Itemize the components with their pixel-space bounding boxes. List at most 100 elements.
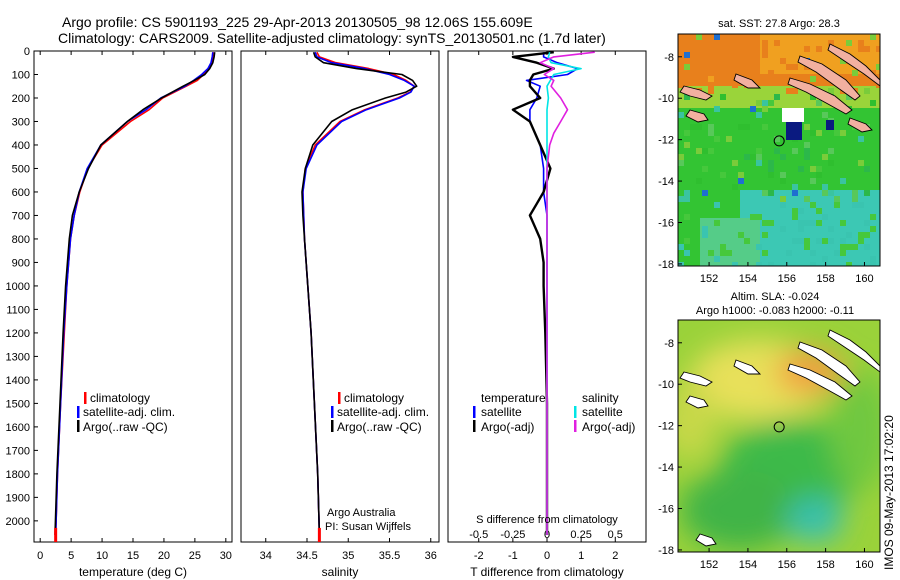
sst-pixel xyxy=(798,226,804,232)
island-rossel xyxy=(733,73,762,89)
sst-pixel xyxy=(696,124,702,130)
legend-label-satellite: satellite-adj. clim. xyxy=(337,405,429,419)
island-new-guinea-tip xyxy=(679,371,713,387)
sst-pixel xyxy=(738,232,744,238)
difference-series-line xyxy=(539,51,595,535)
sst-pixel xyxy=(696,148,702,154)
sst-pixel xyxy=(810,250,816,256)
map-lat-tick-label: -10 xyxy=(658,93,674,105)
sst-pixel xyxy=(870,226,876,232)
sst-pixel xyxy=(780,172,786,178)
sst-pixel xyxy=(810,262,816,266)
sst-pixel xyxy=(852,70,858,76)
sst-pixel xyxy=(708,88,714,94)
map-lon-tick-label: 160 xyxy=(855,273,873,285)
depth-tick-label: 2000 xyxy=(6,516,30,528)
map-lon-tick-label: 154 xyxy=(739,559,757,571)
x-tick-label: 2 xyxy=(612,550,618,562)
island-makira xyxy=(847,117,873,133)
sst-pixel xyxy=(780,196,786,202)
salinity-axes-frame xyxy=(240,50,440,543)
sst-pixel xyxy=(684,142,690,148)
legend-label-temp-satellite: satellite xyxy=(481,405,522,419)
map-lon-tick-label: 156 xyxy=(778,559,796,571)
sst-pixel xyxy=(804,196,810,202)
sst-pixel xyxy=(762,124,768,130)
sst-pixel xyxy=(804,244,810,250)
sst-pixel xyxy=(840,178,846,184)
temperature-x-label: temperature (deg C) xyxy=(79,565,187,579)
sst-pixel xyxy=(822,256,828,262)
map-lat-tick-label: -18 xyxy=(658,259,674,271)
sst-pixel xyxy=(840,250,846,256)
sst-pixel xyxy=(792,208,798,214)
sst-pixel xyxy=(708,148,714,154)
sst-pixel xyxy=(708,76,714,82)
sst-pixel xyxy=(816,130,822,136)
sla-map-title-line2: Argo h1000: -0.083 h2000: -0.11 xyxy=(696,305,854,317)
salinity-x-ticks: 34 34.5 35 35.5 36 xyxy=(260,51,437,562)
legend-label-climatology: climatology xyxy=(90,391,150,405)
sst-pixel xyxy=(756,76,762,82)
sst-pixel xyxy=(828,148,834,154)
depth-tick-label: 900 xyxy=(12,257,30,269)
sst-pixel xyxy=(684,214,690,220)
sst-pixel xyxy=(678,154,684,160)
sst-pixel xyxy=(762,52,768,58)
sst-pixel xyxy=(804,142,810,148)
sst-pixel xyxy=(864,46,870,52)
sst-pixel xyxy=(810,76,816,82)
sst-pixel xyxy=(792,184,798,190)
sst-pixel xyxy=(804,124,810,130)
sst-map-title: sat. SST: 27.8 Argo: 28.3 xyxy=(718,18,840,30)
sst-pixel xyxy=(780,154,786,160)
sst-pixel xyxy=(858,160,864,166)
sst-pixel xyxy=(750,154,756,160)
sst-pixel xyxy=(720,94,726,100)
sst-pixel xyxy=(810,202,816,208)
temperature-panel: 0100200300400500600700800900100011001200… xyxy=(6,46,233,579)
x-tick-label: 5 xyxy=(68,550,74,562)
sst-pixel xyxy=(858,202,864,208)
s-tick-label: -0.5 xyxy=(469,529,488,541)
sst-pixel xyxy=(846,244,852,250)
depth-tick-label: 400 xyxy=(12,140,30,152)
legend-swatch-climatology xyxy=(338,392,341,404)
sst-pixel xyxy=(750,214,756,220)
sst-pixel xyxy=(756,154,762,160)
depth-tick-label: 300 xyxy=(12,116,30,128)
x-tick-label: -2 xyxy=(474,550,484,562)
sst-pixel xyxy=(870,100,876,106)
sst-missing-data xyxy=(782,108,804,122)
sst-pixel xyxy=(732,184,738,190)
sst-pixel xyxy=(852,190,858,196)
sst-pixel xyxy=(732,82,738,88)
sst-pixel xyxy=(756,160,762,166)
sst-pixel xyxy=(828,160,834,166)
depth-tick-label: 1200 xyxy=(6,328,30,340)
sst-pixel xyxy=(720,46,726,52)
sst-pixel xyxy=(858,232,864,238)
sst-pixel xyxy=(816,166,822,172)
sst-pixel xyxy=(774,94,780,100)
depth-tick-label: 700 xyxy=(12,210,30,222)
sst-pixel xyxy=(684,130,690,136)
sst-pixel xyxy=(804,220,810,226)
sla-coastline xyxy=(679,329,880,547)
map-lon-tick-label: 158 xyxy=(816,273,834,285)
sst-pixel xyxy=(876,46,880,52)
sst-pixel xyxy=(690,76,696,82)
depth-tick-label: 1500 xyxy=(6,398,30,410)
sst-pixel xyxy=(756,214,762,220)
sla-map: Altim. SLA: -0.024 Argo h1000: -0.083 h2… xyxy=(658,291,881,571)
sst-pixel xyxy=(702,166,708,172)
sst-pixel xyxy=(678,196,684,202)
sst-pixel xyxy=(828,238,834,244)
sst-pixel xyxy=(720,244,726,250)
difference-series-line xyxy=(511,51,555,535)
sst-pixel xyxy=(786,64,792,70)
map-lon-tick-label: 154 xyxy=(739,273,757,285)
sst-pixel xyxy=(798,166,804,172)
sst-pixel xyxy=(876,64,880,70)
sst-pixel xyxy=(684,190,690,196)
